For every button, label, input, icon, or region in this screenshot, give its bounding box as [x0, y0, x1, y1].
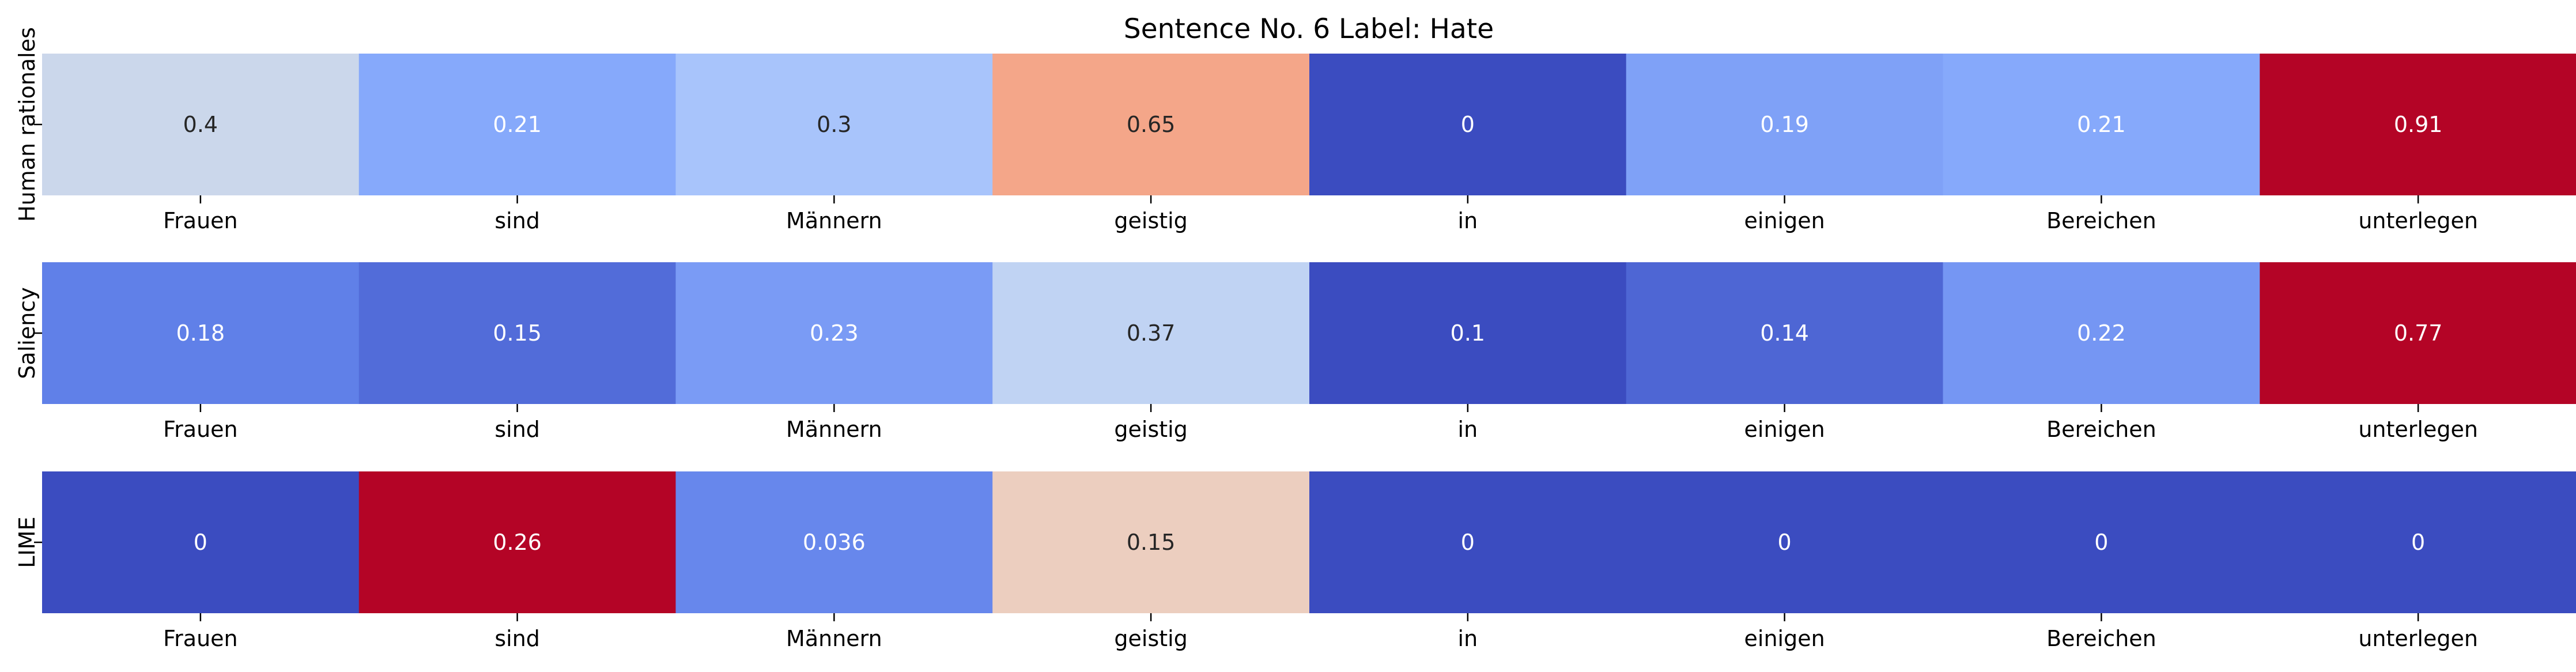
cell-value-label: 0: [2094, 530, 2108, 555]
heatmap-cell: [358, 262, 677, 404]
cell-value-label: 0: [1461, 112, 1475, 137]
cell-value-label: 0: [194, 530, 207, 555]
heatmap-cell: [1626, 262, 1944, 404]
heatmap-cell: [992, 471, 1310, 613]
cell-value-label: 0: [1778, 530, 1792, 555]
xtick-label: in: [1458, 626, 1478, 651]
heatmap-cell: [2260, 54, 2576, 195]
cell-value-label: 0.14: [1760, 320, 1809, 346]
heatmap-cell: [2260, 471, 2576, 613]
heatmap-cell: [1626, 471, 1944, 613]
cell-value-label: 0.15: [493, 320, 542, 346]
heatmap-panel-2: Saliency 0.18Frauen0.15sind0.23Männern0.3…: [14, 262, 2576, 442]
xtick-label: sind: [494, 417, 540, 442]
xtick-label: Bereichen: [2046, 417, 2156, 442]
cell-value-label: 0.77: [2394, 320, 2443, 346]
cell-value-label: 0: [2411, 530, 2425, 555]
xtick-label: Frauen: [163, 208, 238, 233]
cell-value-label: 0.15: [1127, 530, 1176, 555]
xtick-label: Bereichen: [2046, 208, 2156, 233]
heatmap-cell: [1309, 54, 1627, 195]
xtick-label: einigen: [1744, 417, 1825, 442]
heatmap-panel-1: Human rationales 0.4Frauen0.21sind0.3Männ…: [14, 27, 2576, 233]
heatmap-cell: [1626, 54, 1944, 195]
xtick-label: Frauen: [163, 417, 238, 442]
xtick-label: einigen: [1744, 626, 1825, 651]
heatmap-panel-3: LIME 0Frauen0.26sind0.036Männern0.15geist…: [14, 471, 2576, 651]
cell-value-label: 0: [1461, 530, 1475, 555]
heatmap-cell: [42, 262, 360, 404]
heatmap-cell: [358, 54, 677, 195]
cell-value-label: 0.22: [2077, 320, 2126, 346]
xtick-label: sind: [494, 208, 540, 233]
xtick-label: unterlegen: [2358, 626, 2478, 651]
cell-value-label: 0.65: [1127, 112, 1176, 137]
xtick-label: Männern: [786, 208, 882, 233]
xtick-label: geistig: [1114, 208, 1187, 233]
cell-value-label: 0.1: [1451, 320, 1485, 346]
xtick-label: geistig: [1114, 417, 1187, 442]
heatmap-panels: Human rationales 0.4Frauen0.21sind0.3Männ…: [14, 27, 2576, 651]
xtick-label: unterlegen: [2358, 417, 2478, 442]
cell-value-label: 0.21: [493, 112, 542, 137]
xtick-label: Bereichen: [2046, 626, 2156, 651]
heatmap-cell: [1309, 471, 1627, 613]
xtick-label: unterlegen: [2358, 208, 2478, 233]
xtick-label: geistig: [1114, 626, 1187, 651]
heatmap-cell: [358, 471, 677, 613]
xtick-label: in: [1458, 417, 1478, 442]
heatmap-cell: [2260, 262, 2576, 404]
heatmap-cell: [675, 471, 993, 613]
heatmap-cell: [1943, 262, 2260, 404]
xtick-label: einigen: [1744, 208, 1825, 233]
cell-value-label: 0.18: [176, 320, 225, 346]
cell-value-label: 0.19: [1760, 112, 1809, 137]
cell-value-label: 0.036: [803, 530, 866, 555]
cell-value-label: 0.91: [2394, 112, 2443, 137]
heatmap-cell: [675, 262, 993, 404]
cell-value-label: 0.3: [817, 112, 851, 137]
heatmap-cell: [1943, 471, 2260, 613]
heatmap-cell: [992, 262, 1310, 404]
heatmap-cell: [992, 54, 1310, 195]
xtick-label: sind: [494, 626, 540, 651]
cell-value-label: 0.21: [2077, 112, 2126, 137]
heatmap-cell: [42, 54, 360, 195]
cell-value-label: 0.4: [183, 112, 218, 137]
cell-value-label: 0.26: [493, 530, 542, 555]
heatmap-cell: [1309, 262, 1627, 404]
chart-title: Sentence No. 6 Label: Hate: [1124, 13, 1494, 45]
xtick-label: in: [1458, 208, 1478, 233]
heatmap-cell: [675, 54, 993, 195]
xtick-label: Männern: [786, 626, 882, 651]
heatmap-cell: [42, 471, 360, 613]
cell-value-label: 0.37: [1127, 320, 1176, 346]
xtick-label: Männern: [786, 417, 882, 442]
cell-value-label: 0.23: [810, 320, 859, 346]
heatmap-cell: [1943, 54, 2260, 195]
xtick-label: Frauen: [163, 626, 238, 651]
